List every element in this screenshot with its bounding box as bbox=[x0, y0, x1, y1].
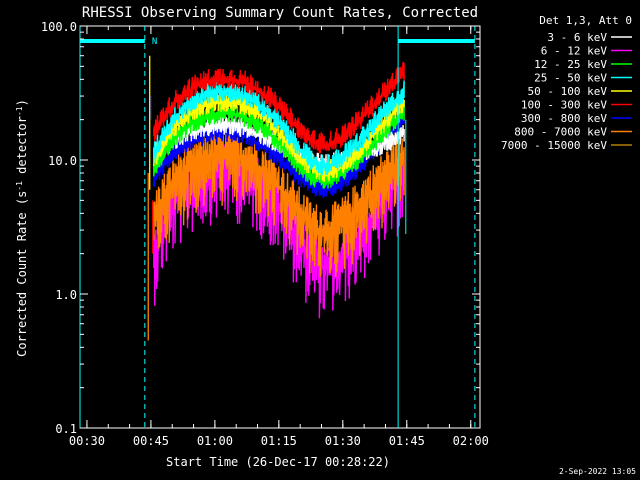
y-tick-label: 10.0 bbox=[48, 154, 77, 168]
x-tick-label: 00:30 bbox=[69, 434, 105, 448]
plot-area: N 0.1 1.0 10.0 100.0 00:30 00:45 01:00 01:15 01:3… bbox=[41, 20, 489, 448]
legend-label: 50 - 100 keV bbox=[528, 85, 608, 98]
plot-frame bbox=[79, 25, 481, 429]
legend-label: 6 - 12 keV bbox=[541, 45, 608, 58]
y-axis-label-sup2: -1 bbox=[15, 106, 24, 116]
chart-title: RHESSI Observing Summary Count Rates, Co… bbox=[82, 5, 478, 21]
y-axis-label-main: Corrected Count Rate (s bbox=[15, 191, 29, 357]
x-tick-label: 01:45 bbox=[389, 434, 425, 448]
y-axis-label-end: ) bbox=[15, 99, 29, 106]
n-flag-label: N bbox=[152, 37, 157, 47]
x-axis-label: Start Time (26-Dec-17 00:28:22) bbox=[166, 455, 390, 469]
series-line-100-300-kev bbox=[153, 61, 405, 154]
legend-label: 100 - 300 keV bbox=[521, 99, 607, 112]
y-tick-label: 100.0 bbox=[41, 20, 77, 34]
series-line-6-12-kev bbox=[153, 144, 405, 319]
legend-label: 3 - 6 keV bbox=[547, 31, 607, 44]
legend-header: Det 1,3, Att 0 bbox=[539, 14, 632, 27]
x-tick-label: 01:00 bbox=[197, 434, 233, 448]
legend-label: 25 - 50 keV bbox=[534, 72, 607, 85]
series-line-800-7000-kev bbox=[153, 130, 405, 278]
legend-label: 7000 - 15000 keV bbox=[501, 139, 607, 152]
x-tick-label: 01:30 bbox=[325, 434, 361, 448]
y-tick-label: 0.1 bbox=[55, 422, 77, 436]
x-tick-label: 01:15 bbox=[261, 434, 297, 448]
series-line-25-50-kev bbox=[153, 80, 405, 176]
footer-timestamp: 2-Sep-2022 13:05 bbox=[559, 467, 636, 476]
legend-label: 12 - 25 keV bbox=[534, 58, 607, 71]
legend-label: 300 - 800 keV bbox=[521, 112, 607, 125]
legend-label: 800 - 7000 keV bbox=[514, 126, 607, 139]
y-axis-label-sup1: -1 bbox=[15, 181, 24, 191]
x-tick-label: 00:45 bbox=[133, 434, 169, 448]
y-axis-label-mid: detector bbox=[15, 116, 29, 181]
y-tick-label: 1.0 bbox=[55, 288, 77, 302]
x-tick-label: 02:00 bbox=[453, 434, 489, 448]
y-axis-label: Corrected Count Rate (s-1 detector-1) bbox=[15, 99, 29, 357]
